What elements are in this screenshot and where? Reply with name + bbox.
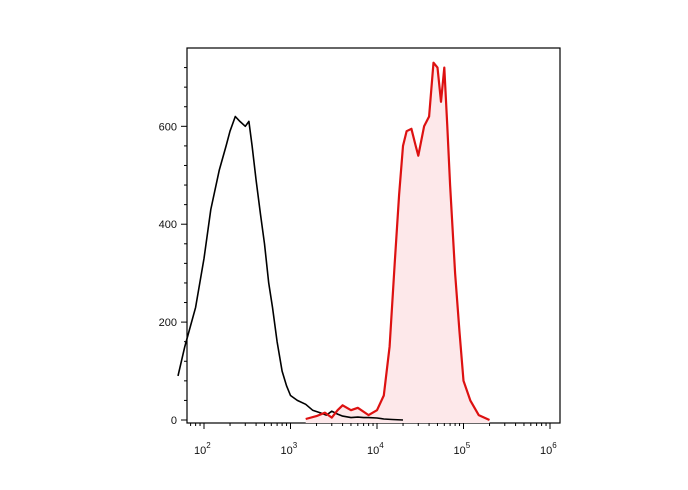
histogram-lines bbox=[177, 61, 490, 422]
plot-frame bbox=[186, 47, 561, 424]
series-0-line bbox=[177, 115, 404, 421]
y-tick-label: 400 bbox=[159, 219, 177, 231]
y-tick-label: 0 bbox=[171, 415, 177, 427]
y-tick-label: 600 bbox=[159, 121, 177, 133]
series-1-area bbox=[305, 62, 490, 423]
fluorescence-histogram-fill bbox=[305, 62, 490, 423]
x-tick-label: 104 bbox=[367, 441, 384, 457]
x-tick-label: 102 bbox=[194, 441, 211, 457]
x-tick-label: 105 bbox=[454, 441, 471, 457]
x-tick-label: 103 bbox=[281, 441, 298, 457]
y-axis: 0 200 400 600 bbox=[159, 67, 187, 427]
x-axis: 102 103 104 105 106 bbox=[190, 423, 557, 457]
x-tick-label: 106 bbox=[540, 441, 557, 457]
y-tick-label: 200 bbox=[159, 317, 177, 329]
series-1-line bbox=[305, 61, 490, 422]
